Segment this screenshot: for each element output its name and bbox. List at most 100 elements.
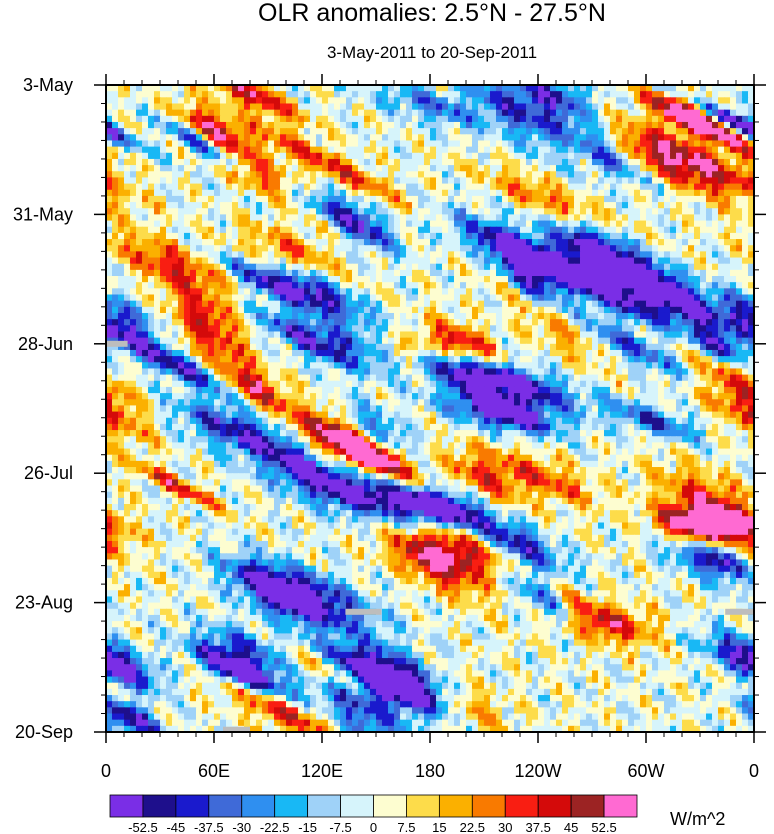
heatmap-cell xyxy=(226,356,233,363)
heatmap-cell xyxy=(334,134,341,142)
heatmap-cell xyxy=(214,97,221,105)
heatmap-cell xyxy=(286,343,293,351)
heatmap-cell xyxy=(154,134,161,142)
heatmap-cell xyxy=(118,152,125,160)
heatmap-cell xyxy=(280,269,287,277)
heatmap-cell xyxy=(574,300,581,308)
heatmap-cell xyxy=(304,214,311,222)
heatmap-cell xyxy=(418,214,425,222)
heatmap-cell xyxy=(718,294,725,302)
heatmap-cell xyxy=(418,189,425,197)
heatmap-cell xyxy=(400,115,407,123)
heatmap-cell xyxy=(184,97,191,105)
heatmap-cell xyxy=(730,97,737,105)
heatmap-cell xyxy=(730,349,737,357)
heatmap-cell xyxy=(226,121,233,129)
heatmap-cell xyxy=(178,282,185,289)
heatmap-cell xyxy=(724,263,731,271)
heatmap-cell xyxy=(484,220,491,228)
heatmap-cell xyxy=(568,325,575,333)
heatmap-cell xyxy=(232,171,239,179)
heatmap-cell xyxy=(316,220,323,228)
heatmap-cell xyxy=(424,146,431,154)
heatmap-cell xyxy=(448,257,455,265)
heatmap-cell xyxy=(436,362,443,370)
heatmap-cell xyxy=(256,214,263,222)
heatmap-cell xyxy=(466,146,473,154)
heatmap-cell xyxy=(430,165,437,172)
heatmap-cell xyxy=(214,343,221,351)
heatmap-cell xyxy=(394,337,401,345)
heatmap-cell xyxy=(556,177,563,185)
heatmap-cell xyxy=(514,294,521,302)
heatmap-cell xyxy=(286,312,293,320)
heatmap-cell xyxy=(166,312,173,320)
heatmap-cell xyxy=(292,343,299,351)
heatmap-cell xyxy=(502,152,509,160)
heatmap-cell xyxy=(196,263,203,271)
heatmap-cell xyxy=(154,276,161,283)
heatmap-cell xyxy=(196,171,203,179)
heatmap-cell xyxy=(490,134,497,142)
heatmap-cell xyxy=(154,356,161,363)
heatmap-cell xyxy=(112,177,119,185)
heatmap-cell xyxy=(208,134,215,142)
heatmap-cell xyxy=(268,282,275,289)
heatmap-cell xyxy=(532,189,539,197)
heatmap-cell xyxy=(196,91,203,98)
heatmap-cell xyxy=(298,269,305,277)
heatmap-cell xyxy=(484,97,491,105)
heatmap-cell xyxy=(712,312,719,320)
heatmap-cell xyxy=(196,368,203,376)
heatmap-cell xyxy=(412,294,419,302)
heatmap-cell xyxy=(688,343,695,351)
heatmap-cell xyxy=(178,195,185,203)
heatmap-cell xyxy=(160,103,167,111)
heatmap-cell xyxy=(298,134,305,142)
heatmap-cell xyxy=(352,263,359,271)
heatmap-cell xyxy=(286,140,293,148)
heatmap-cell xyxy=(400,245,407,252)
heatmap-cell xyxy=(574,97,581,105)
heatmap-cell xyxy=(508,115,515,123)
heatmap-cell xyxy=(514,263,521,271)
heatmap-cell xyxy=(616,121,623,129)
heatmap-cell xyxy=(466,343,473,351)
heatmap-cell xyxy=(172,232,179,240)
heatmap-cell xyxy=(370,232,377,240)
heatmap-cell xyxy=(694,356,701,363)
heatmap-cell xyxy=(310,189,317,197)
heatmap-cell xyxy=(352,337,359,345)
heatmap-cell xyxy=(448,263,455,271)
heatmap-cell xyxy=(124,220,131,228)
heatmap-cell xyxy=(346,232,353,240)
heatmap-cell xyxy=(448,177,455,185)
heatmap-cell xyxy=(364,189,371,197)
heatmap-cell xyxy=(592,337,599,345)
heatmap-cell xyxy=(322,245,329,252)
heatmap-cell xyxy=(268,171,275,179)
heatmap-cell xyxy=(604,171,611,179)
heatmap-cell xyxy=(604,239,611,246)
heatmap-cell xyxy=(514,337,521,345)
heatmap-cell xyxy=(430,343,437,351)
heatmap-cell xyxy=(682,165,689,172)
heatmap-cell xyxy=(400,325,407,333)
heatmap-cell xyxy=(748,91,754,98)
heatmap-cell xyxy=(724,245,731,252)
heatmap-cell xyxy=(574,282,581,289)
heatmap-cell xyxy=(592,288,599,296)
heatmap-cell xyxy=(616,85,623,92)
heatmap-cell xyxy=(538,263,545,271)
heatmap-cell xyxy=(316,158,323,166)
heatmap-cell xyxy=(256,337,263,345)
heatmap-cell xyxy=(208,319,215,326)
heatmap-cell xyxy=(442,343,449,351)
heatmap-cell xyxy=(514,226,521,234)
heatmap-cell xyxy=(244,103,251,111)
heatmap-cell xyxy=(208,325,215,333)
heatmap-cell xyxy=(292,195,299,203)
heatmap-cell xyxy=(292,276,299,283)
heatmap-cell xyxy=(628,140,635,148)
heatmap-cell xyxy=(358,202,365,209)
